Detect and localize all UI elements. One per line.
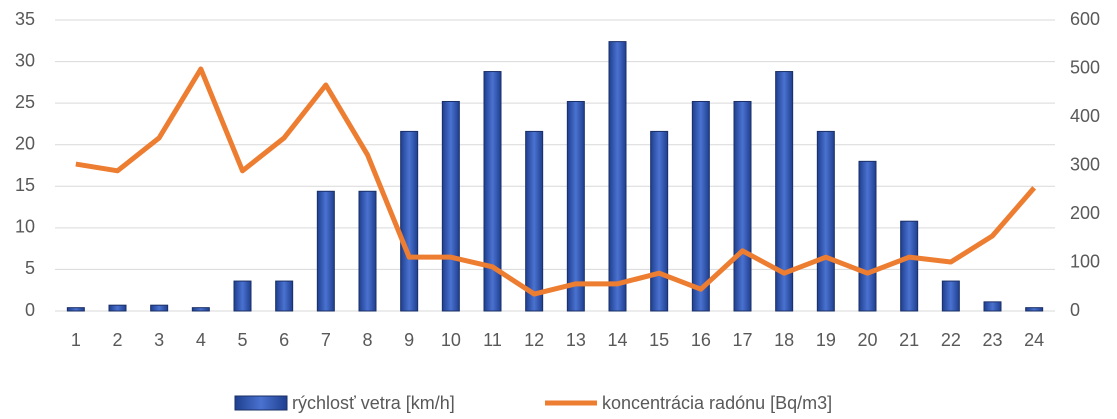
bar [941, 280, 960, 312]
x-tick-label: 22 [941, 330, 961, 350]
x-tick-label: 1 [71, 330, 81, 350]
x-tick-label: 8 [362, 330, 372, 350]
bar [483, 71, 502, 312]
x-tick-label: 5 [237, 330, 247, 350]
y-tick-label: 15 [15, 175, 35, 195]
x-tick-label: 7 [321, 330, 331, 350]
x-tick-label: 12 [524, 330, 544, 350]
x-tick-label: 15 [649, 330, 669, 350]
bar [566, 100, 585, 312]
bar [108, 304, 127, 312]
x-tick-label: 23 [982, 330, 1002, 350]
bar [275, 280, 294, 312]
bar [400, 130, 419, 312]
bar [358, 190, 377, 312]
y-tick-label: 10 [15, 217, 35, 237]
legend-label: koncentrácia radónu [Bq/m3] [602, 393, 832, 413]
bar [150, 304, 169, 312]
y-tick-label: 5 [25, 258, 35, 278]
bar [525, 130, 544, 312]
x-tick-label: 13 [566, 330, 586, 350]
x-tick-label: 21 [899, 330, 919, 350]
y-tick-label: 30 [15, 50, 35, 70]
x-tick-label: 11 [483, 330, 502, 350]
bar [316, 190, 335, 312]
bar [650, 130, 669, 312]
bar [816, 130, 835, 312]
x-tick-label: 10 [441, 330, 461, 350]
bar [900, 220, 919, 312]
bar [233, 280, 252, 312]
bar [691, 100, 710, 312]
x-tick-label: 4 [196, 330, 206, 350]
line [75, 66, 1037, 297]
x-tick-label: 3 [154, 330, 164, 350]
bar [775, 71, 794, 312]
y-tick-label: 25 [15, 92, 35, 112]
y2-tick-label: 400 [1070, 106, 1100, 126]
bar [441, 100, 460, 312]
x-tick-label: 17 [732, 330, 752, 350]
bar [191, 307, 210, 312]
x-tick-label: 20 [857, 330, 877, 350]
bar [858, 160, 877, 312]
legend-swatch [234, 395, 288, 411]
bar [983, 301, 1002, 312]
x-tick-label: 19 [816, 330, 836, 350]
bar [1025, 307, 1044, 312]
y2-tick-label: 100 [1070, 251, 1100, 271]
y2-tick-label: 200 [1070, 203, 1100, 223]
y2-tick-label: 0 [1070, 300, 1080, 320]
x-tick-label: 18 [774, 330, 794, 350]
bar [733, 100, 752, 312]
y-tick-label: 0 [25, 300, 35, 320]
legend-label: rýchlosť vetra [km/h] [292, 393, 455, 413]
x-tick-label: 9 [404, 330, 414, 350]
bar [608, 41, 627, 312]
x-tick-label: 24 [1024, 330, 1044, 350]
y2-tick-label: 500 [1070, 57, 1100, 77]
x-tick-label: 2 [112, 330, 122, 350]
y2-tick-label: 600 [1070, 9, 1100, 29]
y-tick-label: 20 [15, 133, 35, 153]
bar [66, 307, 85, 312]
x-tick-label: 16 [691, 330, 711, 350]
x-tick-label: 14 [607, 330, 627, 350]
y2-tick-label: 300 [1070, 154, 1100, 174]
y-tick-label: 35 [15, 9, 35, 29]
x-tick-label: 6 [279, 330, 289, 350]
